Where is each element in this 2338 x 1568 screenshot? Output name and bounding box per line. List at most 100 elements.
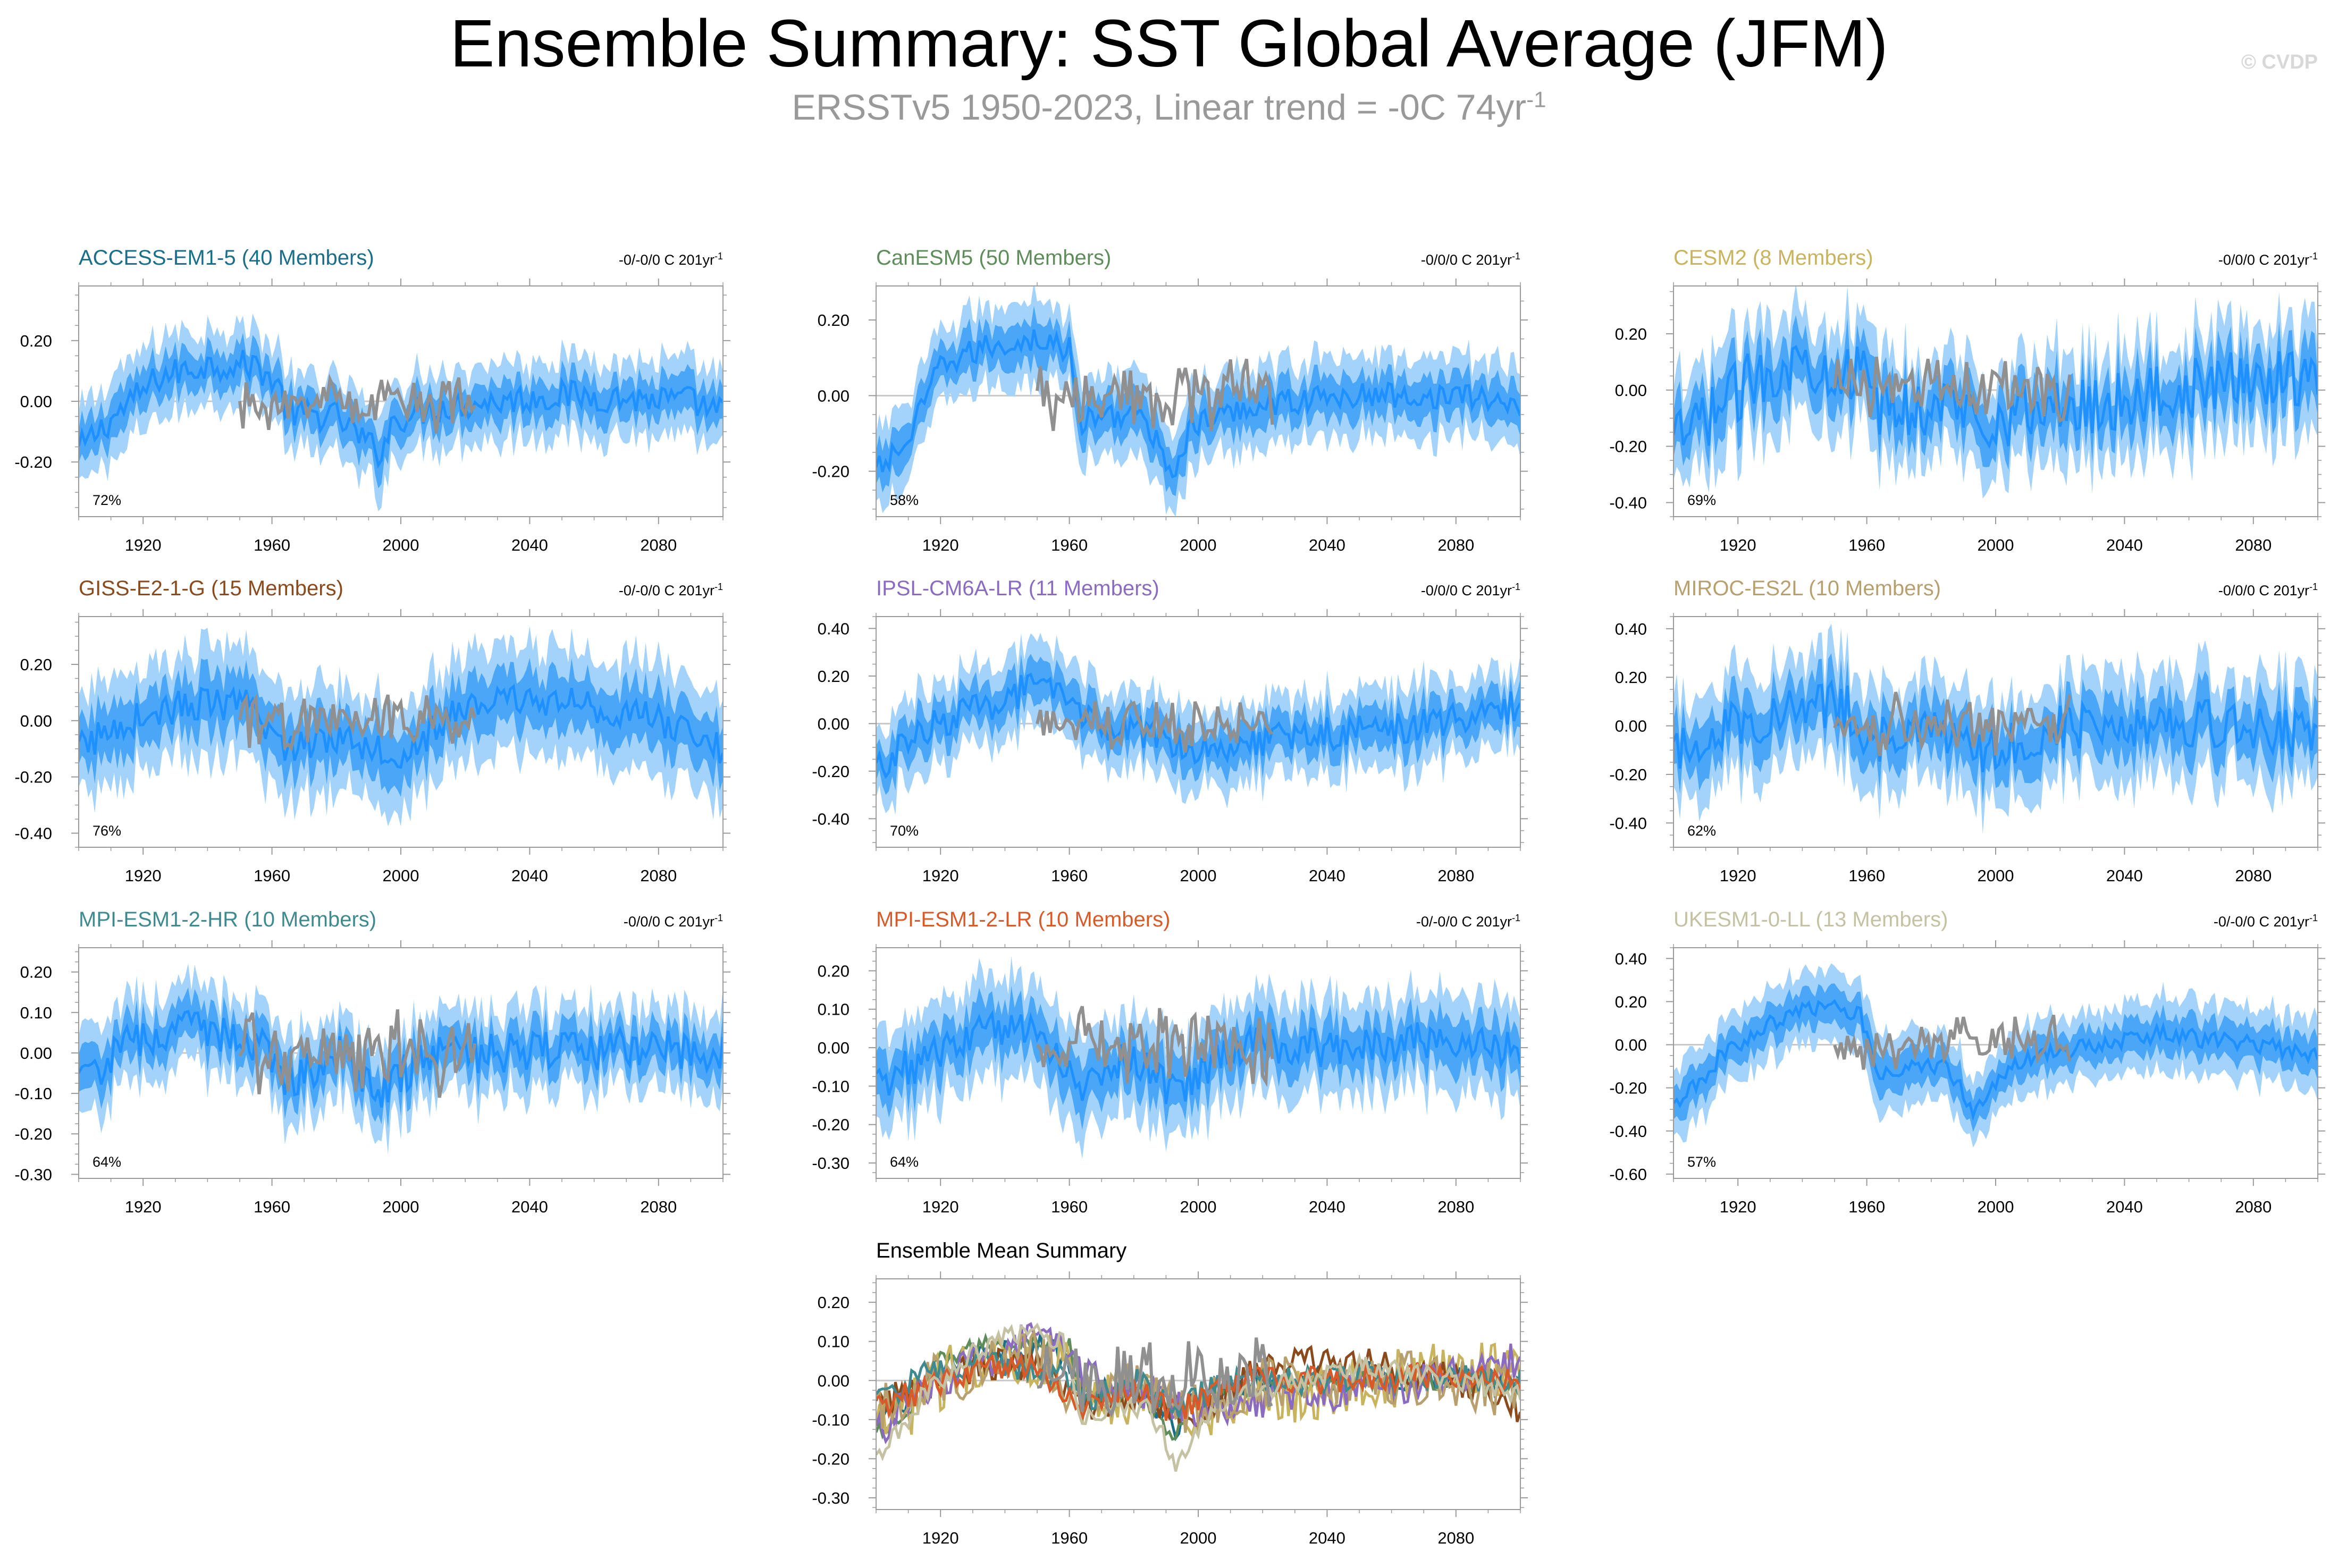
y-tick-label: 0.20 <box>20 655 52 674</box>
y-tick-label: -0.20 <box>812 462 850 481</box>
trend-label-sup: -1 <box>714 913 723 923</box>
chart-title: GISS-E2-1-G (15 Members) <box>79 577 343 600</box>
ensemble-mean-line <box>1673 679 2318 773</box>
trend-label: -0/-0/0 C 201yr-1 <box>2214 913 2318 930</box>
spread-band-inner <box>79 333 723 488</box>
y-tick-label: -0.10 <box>14 1084 52 1103</box>
trend-label-text: -0/-0/0 C 201yr <box>1416 914 1512 930</box>
x-tick-label: 2080 <box>1437 866 1474 885</box>
percent-label: 64% <box>890 1154 919 1170</box>
y-tick-label: -0.60 <box>1609 1165 1647 1184</box>
spread-band-inner <box>79 987 723 1128</box>
x-tick-label: 2000 <box>1180 866 1217 885</box>
x-tick-label: 2000 <box>1180 1198 1217 1216</box>
percent-label: 64% <box>92 1154 121 1170</box>
x-tick-label: 1920 <box>922 1198 959 1216</box>
subtitle-superscript: -1 <box>1526 87 1546 112</box>
trend-label-sup: -1 <box>2309 913 2318 923</box>
chart-title: MPI-ESM1-2-LR (10 Members) <box>876 908 1170 931</box>
percent-label: 57% <box>1687 1154 1716 1170</box>
x-tick-label: 2000 <box>1978 536 2014 554</box>
observation-line <box>1037 1337 1273 1418</box>
y-tick-label: 0.20 <box>818 311 850 330</box>
y-tick-label: -0.20 <box>14 768 52 787</box>
plot-area <box>79 963 723 1155</box>
y-tick-label: 0.20 <box>818 667 850 686</box>
y-tick-label: -0.20 <box>812 762 850 781</box>
x-tick-label: 2000 <box>383 536 419 554</box>
x-tick-label: 2040 <box>1309 1198 1345 1216</box>
x-tick-label: 2040 <box>2106 866 2143 885</box>
chart-panel: ACCESS-EM1-5 (40 Members) -0/-0/0 C 201yr… <box>14 246 730 554</box>
trend-label: -0/-0/0 C 201yr-1 <box>619 581 723 598</box>
x-tick-label: 2000 <box>1180 536 1217 554</box>
y-tick-label: 0.20 <box>818 1293 850 1312</box>
chart-title: IPSL-CM6A-LR (11 Members) <box>876 577 1159 600</box>
plot-area <box>876 956 1520 1159</box>
observation-line <box>1036 1006 1274 1088</box>
y-tick-label: -0.20 <box>1609 765 1647 784</box>
trend-label-sup: -1 <box>2309 581 2318 592</box>
y-tick-label: 0.00 <box>20 1044 52 1063</box>
plot-area <box>876 286 1520 517</box>
y-tick-label: -0.20 <box>812 1116 850 1134</box>
percent-label: 70% <box>890 823 919 839</box>
x-tick-label: 2040 <box>2106 1198 2143 1216</box>
spread-band-outer <box>1673 623 2318 835</box>
chart-panel: CESM2 (8 Members) -0/0/0 C 201yr-1 69% -0.4… <box>1609 246 2325 554</box>
y-tick-label: 0.20 <box>20 963 52 982</box>
trend-label: -0/0/0 C 201yr-1 <box>2218 251 2318 268</box>
series-line <box>876 1352 1520 1423</box>
y-tick-label: -0.30 <box>812 1154 850 1173</box>
x-tick-label: 2080 <box>640 866 677 885</box>
x-tick-label: 2040 <box>2106 536 2143 554</box>
x-tick-label: 1960 <box>254 536 290 554</box>
trend-label: -0/0/0 C 201yr-1 <box>2218 581 2318 598</box>
trend-label-text: -0/-0/0 C 201yr <box>2214 914 2309 930</box>
chart-panel: MPI-ESM1-2-LR (10 Members) -0/-0/0 C 201y… <box>812 908 1528 1216</box>
y-tick-label: 0.20 <box>818 962 850 980</box>
observation-line <box>238 1009 477 1098</box>
x-tick-label: 2080 <box>1437 536 1474 554</box>
plot-area <box>79 313 723 511</box>
x-tick-label: 1960 <box>1051 866 1088 885</box>
x-tick-label: 2040 <box>1309 536 1345 554</box>
x-tick-label: 2000 <box>1978 1198 2014 1216</box>
x-tick-label: 2000 <box>383 866 419 885</box>
series-line <box>876 1322 1520 1472</box>
spread-band-inner <box>1673 315 2318 470</box>
chart-panel: UKESM1-0-LL (13 Members) -0/-0/0 C 201yr-… <box>1609 908 2325 1216</box>
y-tick-label: 0.20 <box>1615 325 1647 343</box>
ensemble-mean-line <box>1673 999 2318 1122</box>
trend-label-text: -0/0/0 C 201yr <box>2218 252 2309 268</box>
x-tick-label: 1920 <box>1720 536 1756 554</box>
percent-label: 76% <box>92 823 121 839</box>
subtitle-text: ERSSTv5 1950-2023, Linear trend = -0C 74… <box>792 87 1527 128</box>
chart-panel: GISS-E2-1-G (15 Members) -0/-0/0 C 201yr-… <box>14 577 730 885</box>
trend-label-text: -0/-0/0 C 201yr <box>619 252 714 268</box>
x-tick-label: 2040 <box>511 866 548 885</box>
y-tick-label: 0.00 <box>20 712 52 730</box>
trend-label-sup: -1 <box>1512 581 1520 592</box>
trend-label-sup: -1 <box>2309 251 2318 262</box>
y-tick-label: -0.30 <box>812 1489 850 1507</box>
y-tick-label: 0.00 <box>818 386 850 405</box>
x-tick-label: 1920 <box>922 536 959 554</box>
observation-line <box>238 373 476 434</box>
observation-line <box>1833 692 2072 756</box>
y-tick-label: 0.00 <box>1615 381 1647 400</box>
trend-label-sup: -1 <box>714 251 723 262</box>
observation-line <box>238 693 477 752</box>
x-tick-label: 1960 <box>1848 1198 1885 1216</box>
spread-band-inner <box>876 985 1520 1130</box>
x-tick-label: 2080 <box>640 536 677 554</box>
trend-label-sup: -1 <box>1512 913 1520 923</box>
y-tick-label: -0.20 <box>14 453 52 471</box>
y-tick-label: 0.40 <box>1615 620 1647 638</box>
observation-line <box>1036 358 1274 432</box>
x-tick-label: 2040 <box>511 536 548 554</box>
chart-panel: MPI-ESM1-2-HR (10 Members) -0/0/0 C 201yr… <box>14 908 730 1216</box>
chart-panel: CanESM5 (50 Members) -0/0/0 C 201yr-1 58% -… <box>812 246 1528 554</box>
y-tick-label: 0.20 <box>20 332 52 350</box>
chart-title: CanESM5 (50 Members) <box>876 246 1111 269</box>
